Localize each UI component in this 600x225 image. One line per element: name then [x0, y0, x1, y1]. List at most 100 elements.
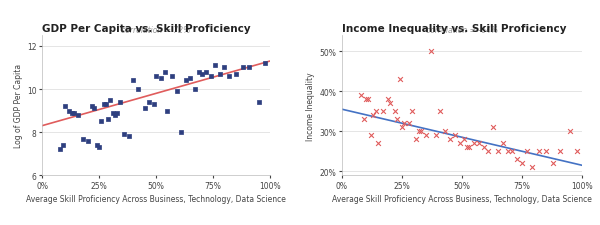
Point	[101, 103, 110, 106]
Point	[260, 62, 270, 66]
Point	[115, 101, 124, 104]
Point	[412, 138, 421, 142]
Point	[385, 102, 395, 106]
Point	[392, 118, 402, 122]
Point	[231, 73, 241, 77]
Y-axis label: Log of GDP Per Capita: Log of GDP Per Capita	[14, 64, 23, 148]
Point	[395, 78, 404, 82]
Point	[445, 138, 455, 142]
Point	[224, 75, 234, 79]
Y-axis label: Income Inequality: Income Inequality	[307, 72, 316, 140]
Point	[356, 94, 366, 98]
Point	[215, 73, 224, 77]
Point	[167, 75, 177, 79]
Point	[572, 150, 582, 153]
Point	[190, 88, 200, 91]
Point	[197, 73, 206, 77]
Point	[99, 103, 109, 106]
Point	[517, 162, 527, 165]
Point	[426, 50, 436, 54]
Point	[254, 101, 263, 104]
Point	[364, 98, 373, 101]
Point	[151, 75, 161, 79]
Point	[97, 120, 106, 124]
Point	[464, 146, 474, 149]
Point	[89, 107, 99, 111]
Point	[220, 66, 229, 70]
Point	[404, 122, 414, 126]
Point	[65, 109, 74, 113]
Point	[78, 137, 88, 141]
Point	[390, 110, 400, 114]
Point	[416, 130, 426, 133]
Text: GDP Per Capita vs. Skill Proficiency: GDP Per Capita vs. Skill Proficiency	[42, 24, 251, 34]
Point	[112, 111, 122, 115]
Point	[373, 142, 383, 145]
Point	[108, 111, 118, 115]
Point	[565, 130, 575, 133]
Point	[488, 126, 498, 129]
Point	[60, 105, 70, 109]
Point	[474, 142, 484, 145]
Point	[67, 111, 76, 115]
Point	[160, 71, 170, 74]
Point	[484, 150, 493, 153]
Point	[512, 158, 522, 161]
Point	[181, 79, 190, 83]
Point	[450, 134, 460, 137]
Point	[469, 142, 479, 145]
Point	[140, 107, 149, 111]
Point	[556, 150, 565, 153]
Point	[92, 144, 101, 147]
Point	[407, 110, 416, 114]
Point	[133, 88, 143, 91]
Point	[106, 99, 115, 102]
Point	[119, 133, 129, 137]
Point	[371, 110, 380, 114]
Point	[460, 138, 469, 142]
X-axis label: Average Skill Proficiency Across Business, Technology, Data Science: Average Skill Proficiency Across Busines…	[332, 194, 592, 203]
Point	[238, 66, 247, 70]
Point	[541, 150, 551, 153]
Point	[206, 75, 215, 79]
Point	[534, 150, 544, 153]
Point	[527, 166, 536, 169]
Point	[359, 118, 368, 122]
Point	[163, 109, 172, 113]
Point	[366, 134, 376, 137]
Point	[498, 142, 508, 145]
Point	[202, 71, 211, 74]
Point	[455, 142, 464, 145]
Text: correlation = 72%: correlation = 72%	[121, 26, 191, 35]
Point	[431, 134, 440, 137]
Point	[462, 146, 472, 149]
Point	[508, 150, 517, 153]
Point	[94, 146, 104, 149]
Point	[440, 130, 450, 133]
Point	[55, 148, 65, 152]
Point	[245, 66, 254, 70]
Point	[493, 150, 503, 153]
Point	[74, 114, 83, 117]
Point	[172, 90, 181, 94]
Point	[211, 64, 220, 68]
Point	[548, 162, 558, 165]
Point	[378, 110, 388, 114]
Point	[58, 144, 67, 147]
Point	[145, 101, 154, 104]
Point	[479, 146, 488, 149]
Point	[421, 134, 431, 137]
Point	[436, 110, 445, 114]
Point	[176, 131, 186, 134]
Point	[69, 111, 79, 115]
X-axis label: Average Skill Proficiency Across Business, Technology, Data Science: Average Skill Proficiency Across Busines…	[26, 194, 286, 203]
Point	[361, 98, 371, 101]
Point	[383, 98, 392, 101]
Point	[103, 118, 113, 122]
Point	[185, 77, 195, 81]
Point	[88, 105, 97, 109]
Point	[397, 126, 407, 129]
Text: correlation = -64%: correlation = -64%	[426, 26, 498, 35]
Point	[149, 103, 158, 106]
Point	[83, 139, 92, 143]
